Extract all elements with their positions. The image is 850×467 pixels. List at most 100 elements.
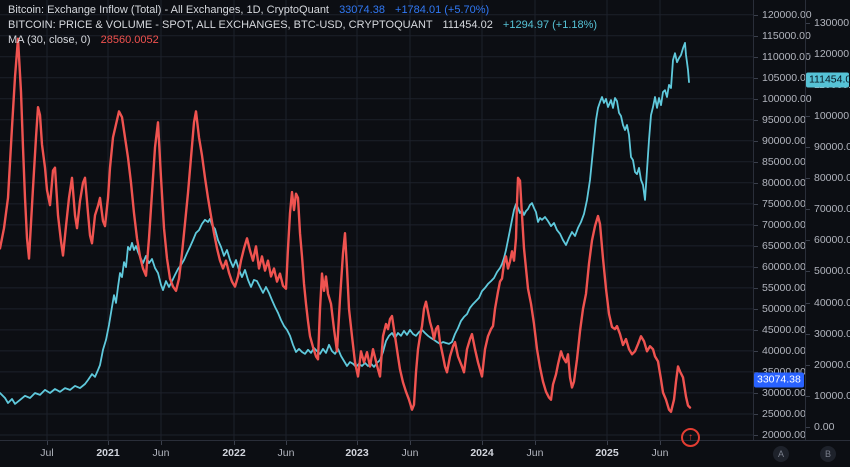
y-axis-label: 30000.00 — [762, 386, 806, 399]
y-axis-tick — [754, 266, 758, 268]
time-axis-label: Jul — [40, 447, 54, 459]
y-axis-label: 40000.00 — [762, 344, 806, 357]
y-axis-tick — [806, 209, 810, 211]
y-axis-label: 100000.00 — [762, 92, 812, 105]
y-axis-label: 60000.00 — [814, 234, 850, 247]
y-axis-tick — [806, 395, 810, 397]
time-axis-label: 2024 — [470, 447, 494, 459]
y-axis-label: 115000.00 — [762, 29, 811, 42]
y-axis-tick — [754, 329, 758, 331]
y-axis-label: 80000.00 — [762, 176, 806, 189]
y-axis-tick — [754, 203, 758, 205]
legend-row-inflow[interactable]: Bitcoin: Exchange Inflow (Total) - All E… — [8, 3, 597, 18]
scale-a-button[interactable]: A — [773, 446, 789, 462]
y-axis-label: 0.00 — [814, 420, 835, 433]
time-axis-tick — [660, 441, 661, 445]
legend-inflow-change: +1784.01 (+5.70%) — [395, 4, 490, 16]
y-axis-tick — [806, 302, 810, 304]
time-axis-tick — [108, 441, 109, 445]
y-axis-tick — [754, 371, 758, 373]
y-axis-label: 30000.00 — [814, 327, 850, 340]
y-axis-tick — [806, 115, 810, 117]
y-axis-tick — [754, 56, 758, 58]
time-axis-label: 2022 — [222, 447, 246, 459]
y-axis-tick — [754, 35, 758, 37]
y-axis-label: 105000.00 — [762, 71, 812, 84]
time-axis-label: Jun — [651, 447, 669, 459]
y-axis-label: 20000.00 — [762, 428, 806, 441]
y-axis-label: 75000.00 — [762, 197, 806, 210]
annotation-circle-icon[interactable]: ↑ — [681, 428, 700, 447]
y-axis-label: 60000.00 — [762, 260, 806, 273]
y-axis-tick — [754, 245, 758, 247]
y-axis-label: 45000.00 — [762, 323, 806, 336]
y-axis-label: 70000.00 — [814, 203, 850, 216]
time-axis-tick — [357, 441, 358, 445]
y-axis-label: 90000.00 — [814, 141, 850, 154]
time-axis-label: Jun — [277, 447, 295, 459]
y-axis-label: 80000.00 — [814, 172, 850, 185]
y-axis-tick — [806, 333, 810, 335]
legend-inflow-value: 33074.38 — [339, 4, 385, 16]
y-axis-tick — [754, 308, 758, 310]
y-axis-tick — [806, 426, 810, 428]
time-axis-label: 2021 — [96, 447, 120, 459]
chart-plot-area[interactable] — [0, 0, 753, 440]
y-axis-label: 50000.00 — [814, 265, 850, 278]
y-axis-label: 110000.00 — [762, 50, 811, 63]
time-axis-tick — [286, 441, 287, 445]
price-scale-a[interactable]: 20000.0025000.0030000.0035000.0040000.00… — [753, 0, 812, 441]
legend-ma-title: MA (30, close, 0) — [8, 34, 91, 46]
legend-row-price[interactable]: BITCOIN: PRICE & VOLUME - SPOT, ALL EXCH… — [8, 18, 597, 33]
y-axis-label: 130000.00 — [814, 16, 850, 29]
time-axis-tick — [607, 441, 608, 445]
y-axis-tick — [754, 434, 758, 436]
y-axis-label: 90000.00 — [762, 134, 806, 147]
y-axis-tick — [806, 178, 810, 180]
time-axis-tick — [47, 441, 48, 445]
y-axis-tick — [754, 392, 758, 394]
time-axis-label: Jun — [401, 447, 419, 459]
y-axis-tick — [754, 287, 758, 289]
y-axis-tick — [754, 224, 758, 226]
time-axis-label: 2025 — [595, 447, 619, 459]
y-axis-tick — [754, 350, 758, 352]
time-axis-label: Jun — [152, 447, 170, 459]
time-axis-tick — [482, 441, 483, 445]
y-axis-tick — [806, 22, 810, 24]
price-scale-b[interactable]: 0.00 10000.00 20000.00 30000.00 40000.00 5000… — [805, 0, 850, 440]
inflow-price-badge: 33074.38 — [754, 372, 804, 388]
y-axis-label: 65000.00 — [762, 239, 806, 252]
y-axis-label: 50000.00 — [762, 302, 806, 315]
y-axis-tick — [754, 119, 758, 121]
legend-ma-value: 28560.0052 — [100, 34, 159, 46]
legend-row-ma[interactable]: MA (30, close, 0) 28560.0052 — [8, 33, 597, 48]
y-axis-tick — [754, 413, 758, 415]
legend-inflow-title: Bitcoin: Exchange Inflow (Total) - All E… — [8, 4, 329, 16]
y-axis-tick — [754, 140, 758, 142]
y-axis-label: 20000.00 — [814, 358, 850, 371]
y-axis-tick — [806, 147, 810, 149]
y-axis-label: 10000.00 — [814, 389, 850, 402]
y-axis-label: 55000.00 — [762, 281, 806, 294]
time-axis[interactable]: Jul 2021 Jun 2022 Jun 2023 Jun 2024 Jun 2025 Jun — [0, 440, 850, 467]
y-axis-label: 120000.00 — [814, 47, 850, 60]
y-axis-tick — [754, 182, 758, 184]
y-axis-label: 100000.00 — [814, 109, 850, 122]
legend-price-value: 111454.02 — [442, 19, 493, 31]
y-axis-tick — [806, 240, 810, 242]
y-axis-label: 40000.00 — [814, 296, 850, 309]
y-axis-tick — [806, 364, 810, 366]
y-axis-tick — [806, 53, 810, 55]
series-line-inflow[interactable] — [0, 37, 692, 413]
time-axis-label: Jun — [526, 447, 544, 459]
scale-b-button[interactable]: B — [820, 446, 836, 462]
time-axis-tick — [535, 441, 536, 445]
legend: Bitcoin: Exchange Inflow (Total) - All E… — [8, 3, 597, 48]
time-axis-tick — [410, 441, 411, 445]
y-axis-label: 95000.00 — [762, 113, 806, 126]
y-axis-label: 25000.00 — [762, 407, 806, 420]
y-axis-label: 85000.00 — [762, 155, 806, 168]
y-axis-tick — [754, 161, 758, 163]
